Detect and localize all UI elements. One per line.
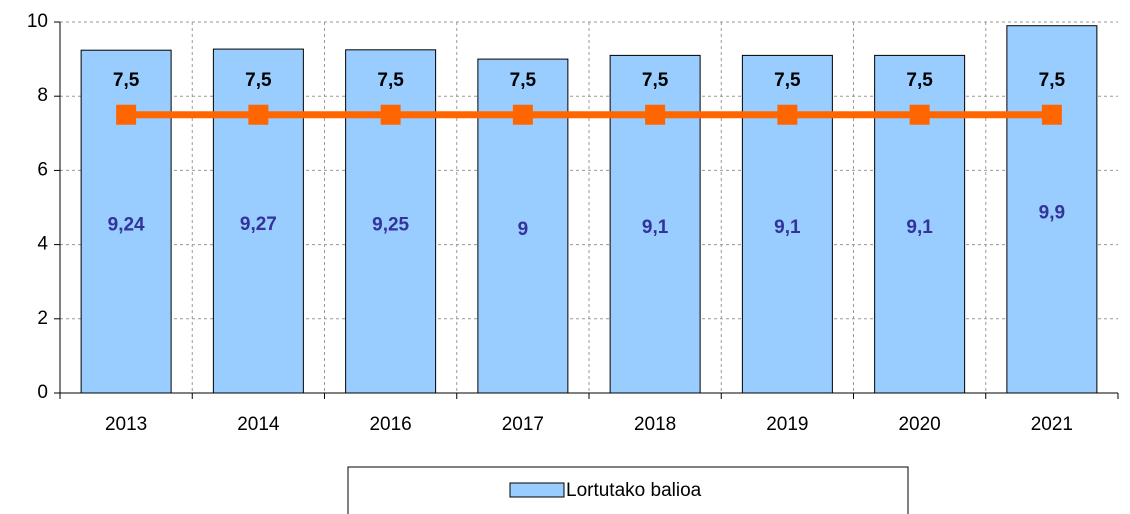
x-tick-label: 2013 xyxy=(105,414,147,435)
line-value-label: 7,5 xyxy=(1039,70,1066,91)
bar xyxy=(1006,25,1098,394)
bar-value-label: 9,1 xyxy=(906,217,933,238)
line-value-label: 7,5 xyxy=(245,70,272,91)
line-value-label: 7,5 xyxy=(377,70,404,91)
line-marker xyxy=(116,104,137,125)
line-value-label: 7,5 xyxy=(113,70,140,91)
y-tick-label: 6 xyxy=(37,159,48,180)
line-marker xyxy=(248,104,269,125)
legend-swatch xyxy=(509,482,565,498)
x-tick-label: 2018 xyxy=(634,414,676,435)
y-tick-label: 10 xyxy=(27,11,48,32)
x-tick-label: 2016 xyxy=(369,414,411,435)
line-marker xyxy=(1041,104,1062,125)
legend-box xyxy=(347,466,909,514)
y-tick-label: 8 xyxy=(37,85,48,106)
legend: Lortutako balioa xyxy=(347,466,909,514)
x-tick-label: 2020 xyxy=(898,414,940,435)
x-tick-label: 2017 xyxy=(502,414,544,435)
line-marker xyxy=(645,104,666,125)
bar-value-label: 9,9 xyxy=(1039,202,1065,223)
x-tick-label: 2014 xyxy=(237,414,280,435)
bar-value-label: 9,24 xyxy=(108,215,145,236)
line-value-label: 7,5 xyxy=(774,70,801,91)
y-tick-label: 2 xyxy=(37,308,48,329)
line-marker xyxy=(909,104,930,125)
bar-value-label: 9,1 xyxy=(642,217,669,238)
x-tick-label: 2019 xyxy=(766,414,808,435)
bar-value-label: 9,27 xyxy=(240,214,277,235)
line-marker xyxy=(380,104,401,125)
line-marker xyxy=(777,104,798,125)
bar-value-label: 9 xyxy=(518,219,529,240)
line-value-label: 7,5 xyxy=(642,70,669,91)
bar-value-label: 9,25 xyxy=(372,214,409,235)
line-value-label: 7,5 xyxy=(510,70,537,91)
bar-value-label: 9,1 xyxy=(774,217,801,238)
x-tick-label: 2021 xyxy=(1031,414,1073,435)
y-tick-label: 4 xyxy=(37,234,48,255)
y-tick-label: 0 xyxy=(37,382,48,403)
line-value-label: 7,5 xyxy=(906,70,933,91)
line-marker xyxy=(512,104,533,125)
legend-label: Lortutako balioa xyxy=(566,480,702,501)
